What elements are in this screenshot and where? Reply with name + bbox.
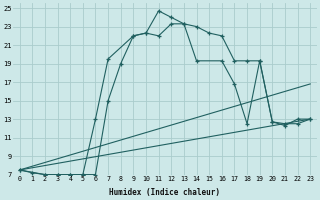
X-axis label: Humidex (Indice chaleur): Humidex (Indice chaleur)	[109, 188, 220, 197]
